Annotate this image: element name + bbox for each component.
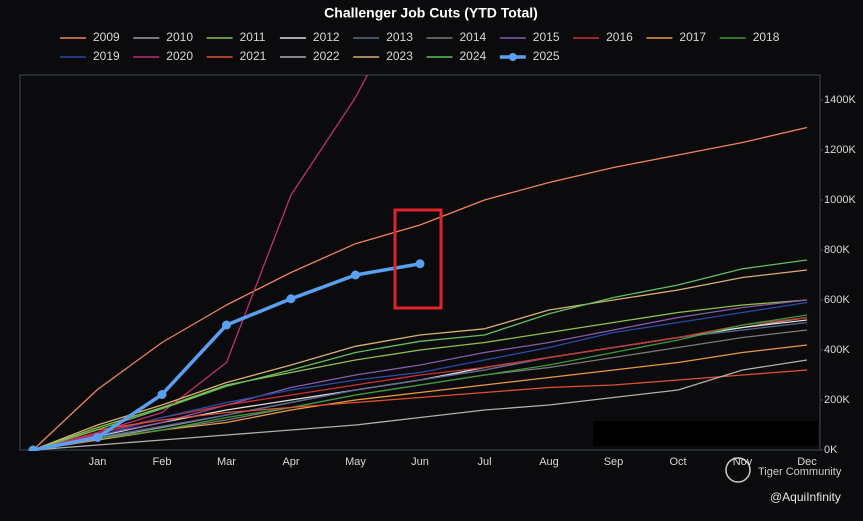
y-tick-label: 1200K <box>824 144 856 156</box>
point-marker <box>93 433 102 442</box>
legend-label: 2022 <box>313 49 340 63</box>
plot-frame <box>19 74 821 451</box>
y-tick-label: 600K <box>824 294 850 306</box>
series-line <box>32 75 369 451</box>
point-marker <box>222 320 231 330</box>
x-tick-label: Sep <box>604 456 624 468</box>
legend-label: 2013 <box>386 30 413 44</box>
y-tick-label: 800K <box>824 244 850 256</box>
x-tick-label: Dec <box>797 456 817 468</box>
x-tick-label: Apr <box>282 456 299 468</box>
legend-marker <box>508 53 517 61</box>
legend-label: 2019 <box>93 49 120 63</box>
legend-label: 2020 <box>166 49 193 63</box>
x-tick-label: Mar <box>217 456 236 468</box>
y-tick-label: 1000K <box>824 194 856 206</box>
lines <box>28 75 808 451</box>
x-tick-label: Jan <box>89 456 107 468</box>
legend-label: 2025 <box>533 49 560 63</box>
watermark-logo <box>725 457 751 483</box>
legend-label: 2015 <box>533 30 560 44</box>
point-marker <box>415 259 425 269</box>
series-line <box>32 359 808 451</box>
point-marker <box>286 294 296 304</box>
x-tick-label: May <box>345 456 366 468</box>
series-line <box>32 369 808 451</box>
legend-label: 2012 <box>313 30 340 44</box>
x-tick-label: Jun <box>411 456 429 468</box>
series-line <box>32 299 808 451</box>
y-tick-label: 200K <box>824 394 850 406</box>
point-marker <box>157 390 167 399</box>
legend-label: 2024 <box>460 49 487 63</box>
redaction-box <box>593 421 818 446</box>
point-marker <box>351 270 360 280</box>
point-marker <box>28 445 38 451</box>
legend-label: 2014 <box>460 30 487 44</box>
legend-label: 2018 <box>753 30 780 44</box>
y-tick-label: 1400K <box>824 94 856 106</box>
series-line <box>32 269 808 451</box>
highlight-box <box>393 208 443 310</box>
series-line <box>32 126 808 451</box>
series-line <box>32 259 808 451</box>
legend-label: 2011 <box>240 30 266 44</box>
legend-label: 2021 <box>240 49 267 63</box>
legend-label: 2009 <box>93 30 120 44</box>
chart-title: Challenger Job Cuts (YTD Total) <box>324 5 538 21</box>
x-tick-label: Aug <box>539 456 559 468</box>
series-line <box>32 299 808 451</box>
x-tick-label: Feb <box>153 456 172 468</box>
x-tick-label: Nov <box>733 456 753 468</box>
series-line <box>32 301 808 451</box>
y-tick-label: 0K <box>824 444 838 456</box>
legend-label: 2017 <box>679 30 706 44</box>
x-tick-label: Jul <box>477 456 491 468</box>
legend-label: 2016 <box>606 30 633 44</box>
y-tick-label: 400K <box>824 344 850 356</box>
watermark: @AquiInfinity <box>770 490 841 504</box>
legend-label: 2010 <box>166 30 193 44</box>
series-line <box>32 314 808 451</box>
legend-label: 2023 <box>386 49 413 63</box>
x-tick-label: Oct <box>669 456 686 468</box>
watermark: Tiger Community <box>758 466 842 478</box>
